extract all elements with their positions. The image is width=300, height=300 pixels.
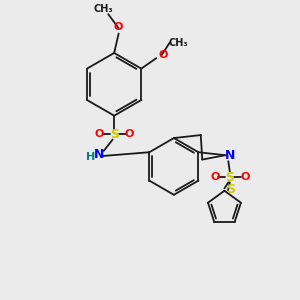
Text: S: S (110, 128, 119, 141)
Text: CH₃: CH₃ (169, 38, 188, 48)
Text: O: O (94, 129, 104, 139)
Text: CH₃: CH₃ (93, 4, 112, 14)
Text: S: S (225, 170, 234, 184)
Text: O: O (240, 172, 249, 182)
Text: S: S (226, 183, 236, 196)
Text: H: H (86, 152, 95, 163)
Text: O: O (210, 172, 220, 182)
Text: N: N (225, 149, 236, 162)
Text: O: O (114, 22, 123, 32)
Text: N: N (94, 148, 104, 161)
Text: O: O (158, 50, 167, 60)
Text: O: O (124, 129, 134, 139)
